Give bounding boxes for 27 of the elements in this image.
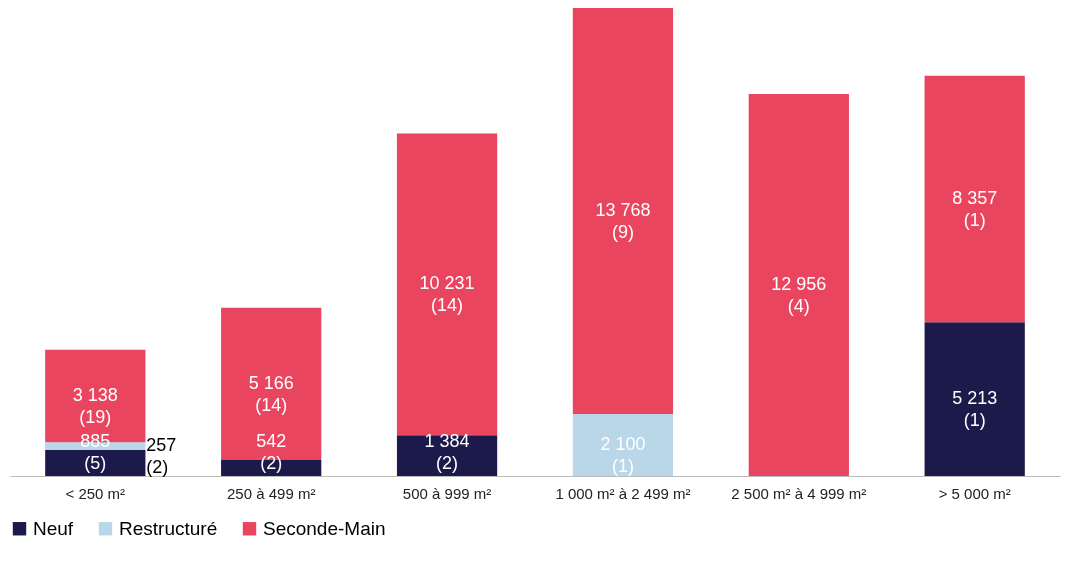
data-label: 12 956 (4) bbox=[771, 273, 827, 316]
data-label: 13 768 (9) bbox=[595, 200, 651, 243]
x-tick-label: > 5 000 m² bbox=[938, 484, 1011, 502]
bar bbox=[396, 133, 498, 436]
data-label: 257 (2) bbox=[146, 435, 177, 478]
data-label: 1 384 (2) bbox=[424, 431, 470, 473]
x-tick-label: 250 à 499 m² bbox=[226, 484, 316, 502]
data-label: 10 231 (14) bbox=[419, 273, 475, 316]
data-label: 5 213 (1) bbox=[952, 388, 998, 431]
data-label: 3 138 (19) bbox=[72, 385, 118, 428]
data-label: 2 100 (1) bbox=[600, 434, 646, 477]
bar bbox=[572, 8, 674, 415]
bar bbox=[572, 414, 674, 476]
data-label: 5 166 (14) bbox=[248, 372, 294, 415]
bar bbox=[748, 93, 849, 476]
bar bbox=[924, 75, 1025, 323]
data-label: 8 357 (1) bbox=[952, 188, 998, 231]
x-tick-label: 500 à 999 m² bbox=[402, 484, 492, 502]
bar bbox=[924, 322, 1025, 476]
x-tick-label: 1 000 m² à 2 499 m² bbox=[555, 484, 691, 502]
legend-label: Restructuré bbox=[119, 517, 218, 539]
x-tick-label: < 250 m² bbox=[65, 484, 126, 502]
x-tick-label: 2 500 m² à 4 999 m² bbox=[731, 484, 867, 502]
legend-label: Seconde-Main bbox=[263, 517, 386, 539]
legend-label: Neuf bbox=[33, 517, 74, 539]
bar bbox=[45, 449, 146, 476]
bar bbox=[396, 435, 498, 476]
